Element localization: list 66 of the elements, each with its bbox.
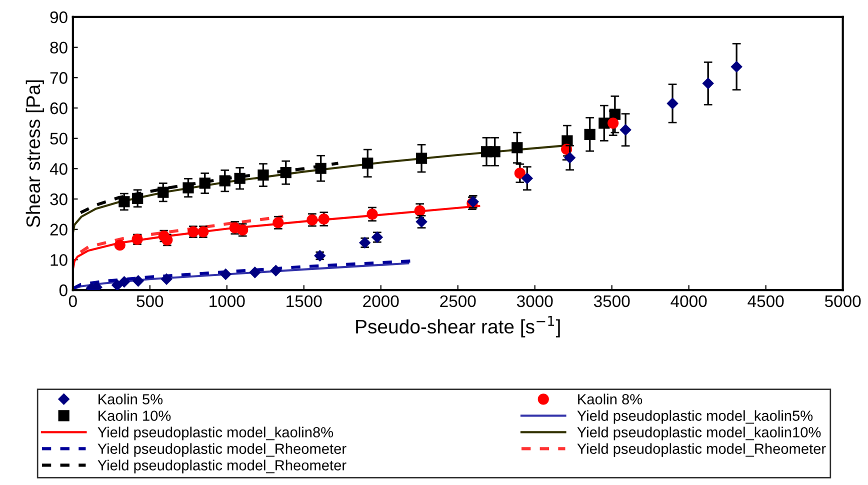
- point: [514, 168, 526, 179]
- point: [598, 118, 610, 129]
- legend-label: Kaolin 8%: [578, 394, 642, 404]
- y-axis-title: Shear stress [Pa]: [26, 80, 44, 228]
- x-tick-label: 5000: [824, 295, 861, 308]
- y-tick-label: 60: [50, 102, 68, 114]
- point: [416, 152, 428, 164]
- point: [118, 196, 130, 208]
- x-tick-label: 3000: [516, 295, 553, 308]
- y-tick-label: 10: [50, 254, 68, 266]
- point: [219, 175, 230, 186]
- legend-label: Kaolin 10%: [98, 410, 171, 421]
- point: [258, 169, 269, 181]
- point: [132, 275, 144, 287]
- legend-label: Yield pseudoplastic model_Rheometer: [98, 443, 346, 457]
- y-tick-label: 20: [50, 224, 68, 236]
- point: [489, 146, 500, 158]
- point: [118, 276, 130, 288]
- x-tick-label: 3500: [594, 295, 630, 308]
- x-tick-label: 4500: [748, 295, 784, 308]
- x-tick-label: 2500: [440, 295, 476, 308]
- y-tick-label: 0: [59, 284, 68, 296]
- point: [620, 124, 632, 136]
- line-series: [79, 162, 340, 214]
- x-tick-label: 4000: [670, 295, 707, 308]
- point: [249, 266, 261, 278]
- point: [160, 274, 172, 285]
- point: [158, 186, 169, 198]
- point: [666, 98, 678, 110]
- y-tick-label: 40: [50, 163, 68, 175]
- point: [730, 61, 742, 72]
- legend-label: Yield pseudoplastic model_kaolin10%: [577, 426, 821, 440]
- point: [315, 162, 326, 174]
- x-tick-label: 1000: [210, 295, 245, 308]
- point: [234, 172, 246, 184]
- legend-label: Yield pseudoplastic model_kaolin5%: [577, 410, 813, 424]
- point: [608, 118, 619, 129]
- x-axis-title: Pseudo-shear rate [s$^{−1}$]: [356, 316, 560, 338]
- point: [522, 172, 533, 184]
- point: [280, 167, 292, 178]
- point: [112, 280, 123, 290]
- line-series: [79, 215, 285, 254]
- point: [362, 158, 374, 169]
- point: [132, 192, 144, 204]
- point: [199, 178, 210, 189]
- x-tick-label: 2000: [363, 295, 399, 308]
- point: [564, 152, 576, 164]
- y-tick-label: 50: [50, 132, 68, 145]
- point: [182, 182, 194, 194]
- point: [512, 142, 523, 154]
- point: [220, 268, 232, 280]
- point: [270, 265, 282, 276]
- legend-label: Kaolin 5%: [98, 394, 163, 404]
- point: [702, 78, 714, 90]
- x-tick-label: 0: [68, 295, 77, 308]
- y-tick-label: 30: [50, 193, 68, 206]
- x-tick-label: 500: [136, 295, 164, 308]
- legend-label: Yield pseudoplastic model_Rheometer: [577, 443, 826, 457]
- y-tick-label: 80: [50, 42, 68, 54]
- x-tick-label: 1500: [286, 295, 322, 308]
- y-tick-label: 90: [50, 11, 68, 24]
- point: [114, 240, 126, 251]
- legend-label: Yield pseudoplastic model_kaolin8%: [98, 426, 334, 440]
- point: [584, 128, 596, 140]
- y-tick-label: 70: [50, 72, 68, 84]
- legend-label: Yield pseudoplastic model_Rheometer: [98, 460, 346, 474]
